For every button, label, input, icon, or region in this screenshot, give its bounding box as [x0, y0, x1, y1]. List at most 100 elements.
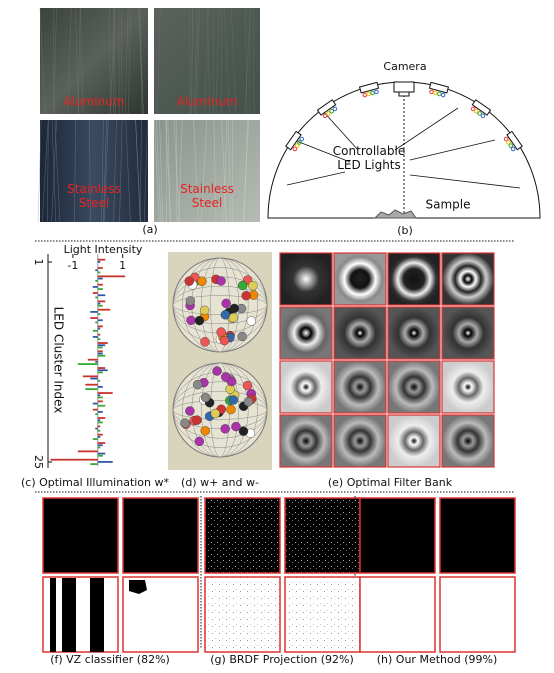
result-tile [359, 576, 436, 653]
bar [97, 352, 103, 355]
texture-streak [109, 7, 111, 115]
texture-streak [101, 119, 104, 223]
texture-streak [244, 7, 251, 115]
aluminum-photo [154, 8, 260, 114]
texture-streak [143, 119, 148, 223]
led-dot [221, 372, 231, 382]
bar [97, 392, 113, 394]
result-tile [122, 497, 199, 574]
bar [97, 308, 111, 311]
bar [85, 388, 98, 390]
caption: (c) Optimal Illumination w* [21, 476, 170, 489]
bar [97, 461, 113, 463]
bar [92, 336, 98, 338]
bar [97, 411, 103, 413]
led [429, 89, 434, 95]
bar [97, 371, 103, 374]
bar [97, 419, 101, 422]
caption: (a) [142, 223, 157, 236]
bar [97, 346, 103, 349]
led-housing [428, 81, 450, 94]
y-axis-label: LED Cluster Index [52, 307, 66, 414]
led-dot [248, 280, 258, 291]
vz-mask [50, 578, 147, 652]
setup-diagram [267, 81, 541, 219]
texture-streak [221, 119, 227, 223]
filter-tile [387, 360, 441, 414]
steel-photo [40, 120, 148, 222]
led-dot [180, 418, 190, 428]
tile-label: Stainless Steel [67, 181, 121, 209]
led-light [316, 99, 338, 119]
bar [97, 452, 106, 455]
steel-photo [154, 120, 260, 222]
bar [97, 421, 103, 424]
led [440, 92, 446, 98]
led-dot [221, 298, 231, 309]
led-dot [185, 296, 196, 306]
sphere-grid [182, 257, 258, 353]
led-dot [216, 327, 226, 337]
caption: (d) w+ and w- [181, 476, 259, 489]
caption: (h) Our Method (99%) [377, 653, 497, 666]
filter-tile [441, 252, 495, 306]
bar [87, 358, 98, 361]
result-tile [284, 497, 361, 574]
texture-streak [103, 119, 107, 223]
caption: (b) [397, 224, 413, 237]
texture-streak [139, 119, 142, 223]
texture-streak [213, 119, 217, 223]
texture-streak [223, 119, 228, 223]
texture-streak [39, 7, 46, 115]
filter-tile [333, 306, 387, 360]
bar [97, 394, 101, 397]
led-dot [200, 392, 211, 403]
led-dot [212, 366, 222, 376]
texture-streak [191, 7, 193, 115]
bar [97, 275, 126, 278]
texture-streak [124, 7, 129, 115]
texture-streak [125, 119, 131, 223]
filter-tile [387, 306, 441, 360]
texture-streak [46, 119, 49, 223]
texture-streak [75, 7, 79, 115]
x-axis-label: Light Intensity [64, 243, 143, 256]
filter-tile [387, 252, 441, 306]
texture-streak [128, 7, 131, 115]
texture-streak [157, 7, 161, 115]
led-dot [194, 436, 205, 447]
led-housing [316, 99, 337, 116]
bar [92, 329, 98, 332]
filter-tile [441, 306, 495, 360]
bar [97, 300, 106, 303]
bar [97, 344, 106, 347]
texture-streak [194, 7, 198, 115]
bar [97, 400, 103, 403]
led-housing [506, 130, 523, 151]
led [370, 90, 375, 96]
led-light [358, 81, 380, 98]
led [480, 113, 486, 119]
bar [97, 302, 101, 305]
x-tick-label: 1 [119, 259, 126, 272]
texture-streak [154, 119, 160, 223]
bar [90, 377, 98, 380]
led-dot [200, 426, 210, 436]
texture-streak [159, 119, 164, 223]
tile-label: Aluminum [176, 95, 237, 109]
texture-streak [224, 7, 230, 115]
led-dot [200, 337, 210, 347]
texture-streak [167, 119, 171, 223]
lights-label: Controllable LED Lights [333, 143, 405, 171]
bar [97, 436, 101, 438]
bar [97, 319, 103, 322]
filter-tile [333, 360, 387, 414]
led-dot [238, 426, 249, 436]
bar [97, 267, 103, 269]
sphere-grid [182, 362, 258, 458]
led-dot [246, 316, 257, 326]
bar [82, 375, 98, 378]
bar [97, 367, 106, 369]
texture-streak [200, 119, 208, 223]
